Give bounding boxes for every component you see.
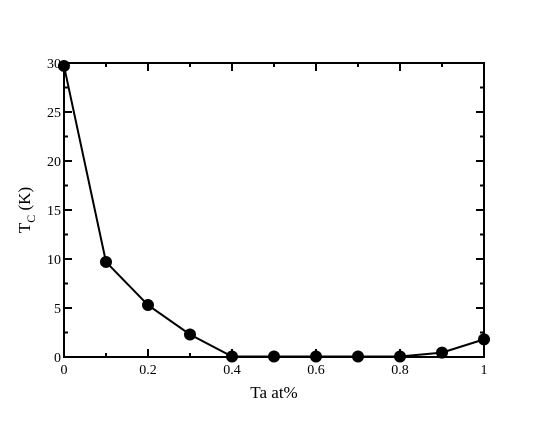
- data-point: [142, 299, 154, 312]
- plot-frame: [63, 62, 485, 358]
- y-axis-label-main: T: [15, 222, 34, 233]
- y-tick-label: 0: [54, 351, 61, 366]
- major-ticks: [63, 62, 485, 358]
- data-point: [268, 350, 280, 363]
- x-axis-label: Ta at%: [250, 383, 297, 402]
- data-point: [436, 346, 448, 359]
- y-tick-label: 5: [54, 302, 61, 317]
- x-tick-label: 1: [481, 363, 488, 378]
- x-tick-label: 0.8: [391, 363, 409, 378]
- y-tick-label: 20: [47, 155, 61, 170]
- data-point: [226, 350, 238, 363]
- x-tick-label: 0: [61, 363, 68, 378]
- y-axis-label: TC (K): [15, 187, 38, 233]
- y-tick-label: 25: [47, 106, 61, 121]
- data-point: [352, 350, 364, 363]
- y-tick-label: 10: [47, 253, 61, 268]
- data-point: [394, 350, 406, 363]
- data-point: [58, 59, 70, 72]
- data-points: [58, 59, 490, 363]
- x-tick-label: 0.6: [307, 363, 325, 378]
- x-tick-label: 0.4: [223, 363, 241, 378]
- y-tick-label: 30: [47, 57, 61, 72]
- data-point: [100, 255, 112, 268]
- data-point: [310, 350, 322, 363]
- y-axis-label-sub: C: [24, 215, 38, 223]
- minor-ticks: [64, 63, 484, 357]
- y-axis-label-rest: (K): [15, 187, 34, 215]
- data-point: [184, 328, 196, 341]
- x-tick-label: 0.2: [139, 363, 157, 378]
- data-point: [478, 333, 490, 346]
- y-tick-label: 15: [47, 204, 61, 219]
- series-line: [63, 65, 485, 358]
